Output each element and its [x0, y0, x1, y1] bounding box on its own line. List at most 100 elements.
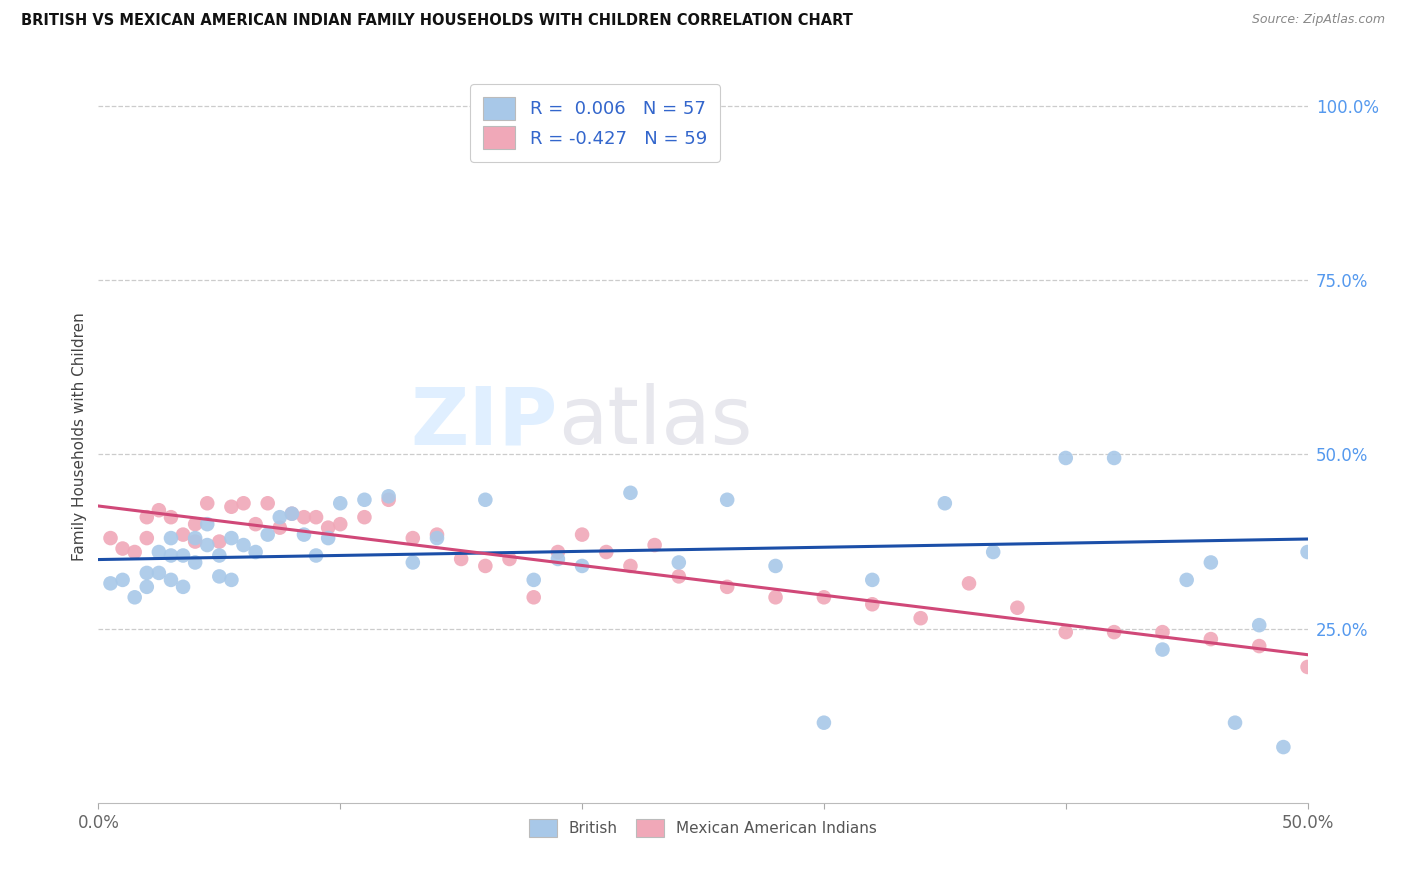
Point — [450, 552, 472, 566]
Point — [498, 552, 520, 566]
Point — [402, 531, 425, 545]
Point — [1249, 618, 1271, 632]
Point — [160, 510, 183, 524]
Point — [1199, 632, 1222, 646]
Point — [547, 552, 569, 566]
Point — [1199, 556, 1222, 570]
Point — [329, 496, 352, 510]
Point — [957, 576, 980, 591]
Point — [1223, 715, 1246, 730]
Point — [619, 485, 641, 500]
Point — [402, 556, 425, 570]
Point — [269, 510, 291, 524]
Point — [148, 545, 170, 559]
Point — [377, 492, 399, 507]
Point — [1054, 450, 1077, 465]
Point — [716, 492, 738, 507]
Point — [1007, 600, 1029, 615]
Point — [765, 558, 787, 573]
Point — [135, 566, 157, 580]
Point — [329, 517, 352, 532]
Point — [571, 527, 593, 541]
Point — [269, 521, 291, 535]
Point — [221, 573, 243, 587]
Point — [292, 527, 315, 541]
Point — [1393, 673, 1406, 688]
Text: BRITISH VS MEXICAN AMERICAN INDIAN FAMILY HOUSEHOLDS WITH CHILDREN CORRELATION C: BRITISH VS MEXICAN AMERICAN INDIAN FAMIL… — [21, 13, 853, 29]
Point — [184, 531, 207, 545]
Point — [281, 507, 304, 521]
Point — [1296, 660, 1319, 674]
Text: Source: ZipAtlas.com: Source: ZipAtlas.com — [1251, 13, 1385, 27]
Point — [208, 569, 231, 583]
Point — [184, 556, 207, 570]
Point — [860, 597, 883, 611]
Point — [474, 558, 496, 573]
Point — [100, 531, 122, 545]
Point — [160, 549, 183, 563]
Point — [172, 527, 194, 541]
Point — [474, 492, 496, 507]
Point — [124, 545, 146, 559]
Point — [1152, 642, 1174, 657]
Point — [860, 573, 883, 587]
Point — [813, 591, 835, 605]
Point — [135, 510, 157, 524]
Point — [195, 517, 218, 532]
Point — [426, 531, 449, 545]
Text: atlas: atlas — [558, 384, 752, 461]
Point — [100, 576, 122, 591]
Point — [981, 545, 1004, 559]
Point — [208, 534, 231, 549]
Point — [716, 580, 738, 594]
Point — [172, 580, 194, 594]
Point — [1054, 625, 1077, 640]
Point — [221, 531, 243, 545]
Point — [124, 591, 146, 605]
Point — [305, 549, 328, 563]
Point — [523, 591, 546, 605]
Point — [1175, 573, 1198, 587]
Point — [232, 538, 254, 552]
Point — [160, 531, 183, 545]
Point — [813, 715, 835, 730]
Point — [160, 573, 183, 587]
Point — [256, 527, 278, 541]
Point — [523, 573, 546, 587]
Point — [135, 531, 157, 545]
Text: ZIP: ZIP — [411, 384, 558, 461]
Point — [765, 591, 787, 605]
Point — [668, 569, 690, 583]
Point — [221, 500, 243, 514]
Point — [1296, 545, 1319, 559]
Point — [232, 496, 254, 510]
Point — [195, 538, 218, 552]
Point — [305, 510, 328, 524]
Point — [148, 503, 170, 517]
Point — [571, 558, 593, 573]
Point — [245, 545, 267, 559]
Point — [184, 534, 207, 549]
Point — [1249, 639, 1271, 653]
Y-axis label: Family Households with Children: Family Households with Children — [72, 313, 87, 561]
Point — [668, 556, 690, 570]
Point — [195, 496, 218, 510]
Point — [316, 531, 339, 545]
Point — [111, 573, 134, 587]
Point — [353, 510, 375, 524]
Point — [644, 538, 666, 552]
Point — [1272, 740, 1295, 755]
Point — [1344, 677, 1367, 691]
Point — [377, 489, 399, 503]
Point — [148, 566, 170, 580]
Point — [316, 521, 339, 535]
Point — [292, 510, 315, 524]
Point — [426, 527, 449, 541]
Point — [245, 517, 267, 532]
Point — [353, 492, 375, 507]
Point — [934, 496, 956, 510]
Point — [184, 517, 207, 532]
Point — [256, 496, 278, 510]
Point — [1152, 625, 1174, 640]
Point — [910, 611, 932, 625]
